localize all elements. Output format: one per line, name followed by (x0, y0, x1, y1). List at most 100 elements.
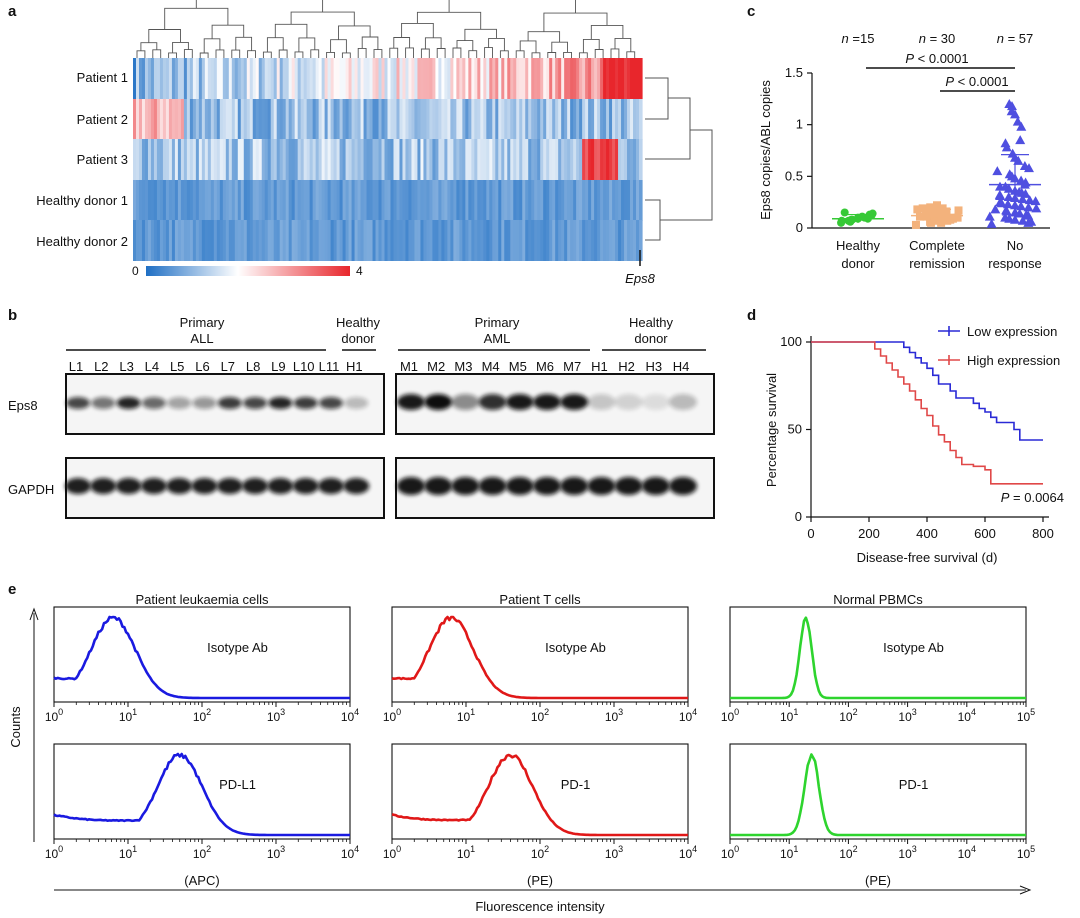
heatmap-cell (399, 220, 404, 261)
heatmap-cell (246, 58, 251, 99)
heatmap-cell (228, 58, 233, 99)
heatmap-cell (138, 99, 143, 140)
heatmap-cell (285, 220, 290, 261)
heatmap-cell (198, 180, 203, 221)
heatmap-cell (531, 58, 535, 99)
heatmap-cell (603, 220, 607, 261)
gapdh-band (451, 477, 480, 495)
heatmap-cells (133, 58, 643, 261)
heatmap-cell (156, 139, 161, 180)
heatmap-cell (147, 139, 152, 180)
heatmap-cell (585, 99, 589, 140)
heatmap-cell (450, 58, 454, 99)
heatmap-cell (441, 180, 445, 221)
blot-group-label: ALL (190, 331, 213, 346)
heatmap-cell (537, 99, 541, 140)
heatmap-cell (381, 58, 386, 99)
heatmap-cell (507, 139, 511, 180)
heatmap-cell (492, 99, 496, 140)
heatmap-cell (168, 220, 173, 261)
heatmap-cell (606, 139, 610, 180)
heatmap-cell (255, 139, 260, 180)
heatmap-cell (633, 139, 637, 180)
heatmap-cell (351, 220, 356, 261)
heatmap-cell (519, 220, 523, 261)
heatmap-cell (366, 58, 371, 99)
log-tick-label: 102 (193, 844, 211, 861)
data-point (992, 166, 1003, 176)
heatmap-cell (393, 220, 398, 261)
heatmap-cell (519, 58, 523, 99)
heatmap-cell (552, 180, 556, 221)
heatmap-cell (534, 220, 538, 261)
heatmap-cell (513, 58, 517, 99)
heatmap-cell (354, 58, 359, 99)
blot-group-label: AML (484, 331, 511, 346)
histogram-label: PD-1 (899, 777, 929, 792)
heatmap-cell (594, 220, 598, 261)
data-point (1014, 208, 1025, 218)
heatmap-cell (534, 58, 538, 99)
heatmap-cell (462, 220, 466, 261)
histogram-frame (729, 606, 1027, 703)
heatmap-cell (141, 58, 146, 99)
heatmap-cell (636, 58, 640, 99)
heatmap-cell (276, 58, 281, 99)
heatmap-cell (294, 220, 299, 261)
sample-size-label: n = 30 (919, 31, 956, 46)
heatmap-cell (183, 58, 188, 99)
heatmap-cell (303, 180, 308, 221)
p-value-label: P < 0.0001 (945, 74, 1008, 89)
heatmap-cell (441, 220, 445, 261)
heatmap-cell (369, 99, 374, 140)
heatmap-cell (615, 180, 619, 221)
data-point (840, 208, 849, 217)
western-blot-panel: Primary ALL Healthy donor Primary AML He… (8, 315, 715, 519)
heatmap-cell (165, 139, 170, 180)
heatmap-cell (330, 139, 335, 180)
heatmap-cell (339, 58, 344, 99)
heatmap-cell (417, 58, 422, 99)
heatmap-cell (144, 220, 149, 261)
heatmap-cell (573, 58, 577, 99)
heatmap-cell (435, 99, 439, 140)
heatmap-cell (468, 99, 472, 140)
log-tick-label: 100 (383, 707, 401, 724)
data-point (1001, 142, 1012, 152)
heatmap-cell (540, 180, 544, 221)
heatmap-cell (318, 139, 323, 180)
heatmap-cell (471, 58, 475, 99)
heatmap-cell (603, 180, 607, 221)
gapdh-band (424, 477, 453, 495)
heatmap-cell (609, 139, 613, 180)
heatmap-cell (498, 99, 502, 140)
heatmap-cell (426, 220, 431, 261)
heatmap-cell (198, 139, 203, 180)
heatmap-cell (207, 58, 212, 99)
y-tick-label: 0.5 (785, 168, 803, 183)
heatmap-cell (546, 58, 550, 99)
heatmap-cell (237, 99, 242, 140)
heatmap-cell (621, 58, 625, 99)
heatmap-cell (180, 58, 185, 99)
heatmap-cell (597, 99, 601, 140)
p-value-label: P < 0.0001 (905, 51, 968, 66)
category-label: Complete (909, 238, 965, 253)
heatmap-cell (441, 58, 445, 99)
data-point (933, 201, 941, 210)
blot-bands (65, 394, 697, 495)
heatmap-cell (615, 99, 619, 140)
data-point (1023, 217, 1034, 227)
heatmap-cell (357, 139, 362, 180)
heatmap-cell (483, 139, 487, 180)
heatmap-cell (411, 180, 416, 221)
heatmap-cell (591, 180, 595, 221)
heatmap-cell (438, 99, 442, 140)
heatmap-cell (504, 180, 508, 221)
heatmap-cell (162, 139, 167, 180)
heatmap-cell (285, 58, 290, 99)
heatmap-cell (273, 58, 278, 99)
heatmap-cell (237, 139, 242, 180)
heatmap-cell (639, 180, 643, 221)
heatmap-cell (300, 139, 305, 180)
